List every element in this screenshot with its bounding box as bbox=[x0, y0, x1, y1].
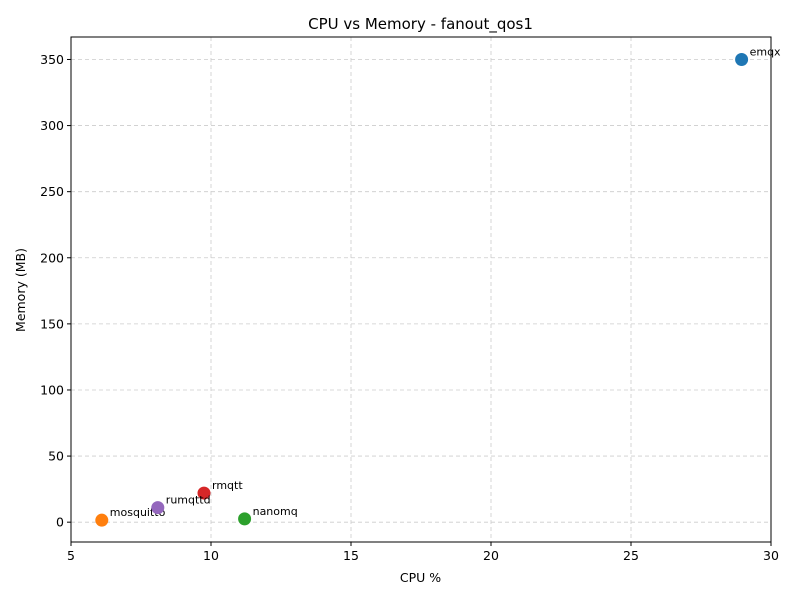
y-tick-label: 150 bbox=[40, 316, 64, 331]
x-axis-ticks: 5 10 15 20 25 30 bbox=[67, 542, 779, 563]
x-tick-label: 30 bbox=[763, 548, 779, 563]
scatter-point-emqx bbox=[735, 52, 749, 66]
y-tick-label: 0 bbox=[56, 515, 64, 530]
y-tick-label: 50 bbox=[48, 449, 64, 464]
y-tick-label: 200 bbox=[40, 250, 64, 265]
x-tick-label: 5 bbox=[67, 548, 75, 563]
point-label-rmqtt: rmqtt bbox=[212, 479, 243, 492]
y-tick-label: 100 bbox=[40, 382, 64, 397]
point-label-emqx: emqx bbox=[750, 45, 781, 58]
scatter-point-rmqtt bbox=[197, 486, 211, 500]
y-tick-label: 250 bbox=[40, 184, 64, 199]
y-axis-ticks: 0 50 100 150 200 250 300 350 bbox=[40, 52, 71, 530]
point-label-nanomq: nanomq bbox=[253, 505, 298, 518]
x-tick-label: 15 bbox=[343, 548, 359, 563]
x-tick-label: 10 bbox=[203, 548, 219, 563]
scatter-point-nanomq bbox=[238, 512, 252, 526]
y-axis-title: Memory (MB) bbox=[13, 248, 28, 332]
y-tick-label: 350 bbox=[40, 52, 64, 67]
chart-title: CPU vs Memory - fanout_qos1 bbox=[308, 15, 533, 34]
x-tick-label: 20 bbox=[483, 548, 499, 563]
x-axis-title: CPU % bbox=[400, 570, 441, 585]
plot-area-frame bbox=[70, 36, 772, 543]
grid bbox=[70, 37, 772, 542]
y-tick-label: 300 bbox=[40, 118, 64, 133]
scatter-point-rumqttd bbox=[151, 501, 165, 515]
scatter-point-mosquitto bbox=[95, 513, 109, 527]
x-tick-label: 25 bbox=[623, 548, 639, 563]
point-label-rumqttd: rumqttd bbox=[166, 494, 211, 507]
